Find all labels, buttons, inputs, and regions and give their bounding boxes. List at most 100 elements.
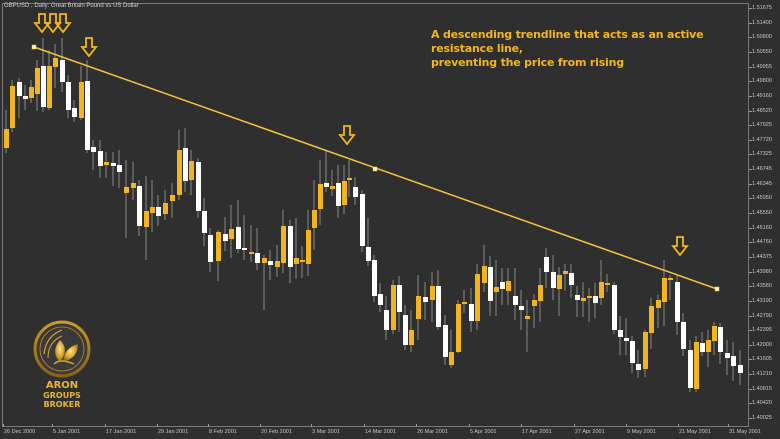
price-tick [749, 22, 752, 24]
price-label: 1.49160 [752, 92, 772, 99]
price-label: 1.46745 [752, 166, 772, 173]
date-tick [728, 424, 729, 427]
candle [72, 100, 77, 122]
candle [268, 250, 273, 280]
candle [397, 276, 402, 332]
candle [403, 305, 408, 350]
candle [482, 245, 487, 292]
candle [569, 264, 574, 298]
price-label: 1.42000 [752, 341, 772, 348]
candle [636, 350, 641, 378]
candle [336, 165, 341, 218]
candle [249, 225, 254, 262]
candle [17, 78, 22, 118]
price-tick [749, 374, 752, 376]
candle [312, 180, 317, 250]
candle [712, 322, 717, 355]
price-tick [749, 110, 752, 112]
candle [53, 44, 58, 88]
date-label: 14 Mar 2001 [365, 429, 396, 435]
candle [236, 200, 241, 253]
trendline-anchor-handle[interactable] [372, 166, 378, 172]
date-label: 26 Dec 2000 [4, 429, 36, 435]
candle [593, 283, 598, 318]
date-label: 9 May 2001 [627, 429, 656, 435]
candle [124, 160, 129, 238]
price-label: 1.49800 [752, 78, 772, 85]
candle [183, 128, 188, 192]
price-label: 1.43580 [752, 283, 772, 290]
candle [449, 330, 454, 368]
price-label: 1.43980 [752, 268, 772, 275]
candle [281, 210, 286, 273]
candle [202, 198, 207, 246]
candle [624, 318, 629, 355]
price-label: 1.47720 [752, 136, 772, 143]
candle [681, 313, 686, 356]
candle [378, 283, 383, 312]
annotation-line-1: A descending trendline that acts as an a… [431, 28, 704, 55]
price-label: 1.44760 [752, 239, 772, 246]
date-tick [574, 424, 575, 427]
candle [656, 295, 661, 328]
candle [223, 217, 228, 251]
candle [208, 228, 213, 272]
date-label: 20 Feb 2001 [261, 429, 292, 435]
date-tick [311, 424, 312, 427]
date-tick [157, 424, 158, 427]
candle [98, 140, 103, 178]
candle [525, 300, 530, 352]
candle [216, 230, 221, 281]
date-label: 17 Jan 2001 [106, 429, 137, 435]
down-arrow-icon [44, 13, 62, 34]
price-label: 1.46345 [752, 180, 772, 187]
candle [144, 176, 149, 260]
date-label: 21 May 2001 [679, 429, 711, 435]
price-label: 1.41210 [752, 371, 772, 378]
price-label: 1.47325 [752, 151, 772, 158]
candle [738, 350, 743, 385]
annotation-line-2: preventing the price from rising [431, 56, 624, 69]
date-tick [3, 424, 4, 427]
date-label: 29 Jan 2001 [158, 429, 189, 435]
candle [372, 255, 377, 302]
candle [462, 290, 467, 313]
candle [85, 60, 90, 153]
candle [581, 282, 586, 317]
candle [288, 220, 293, 283]
candle [630, 336, 635, 373]
trendline-anchor-handle[interactable] [714, 286, 720, 292]
price-tick [749, 330, 752, 332]
candle [384, 296, 389, 340]
date-label: 5 Apr 2001 [470, 429, 497, 435]
date-tick [364, 424, 365, 427]
candle [150, 180, 155, 232]
candle [60, 38, 65, 92]
candle [229, 205, 234, 258]
candle [436, 270, 441, 330]
down-arrow-icon [33, 13, 51, 34]
candle [262, 255, 267, 310]
candle [668, 275, 673, 300]
candle [360, 190, 365, 252]
chart-title: GBPUSD , Daily: Great Britain Pound vs U… [4, 3, 139, 9]
candle [330, 170, 335, 196]
candle [718, 323, 723, 364]
date-tick [521, 424, 522, 427]
candle [494, 260, 499, 316]
candle [23, 85, 28, 110]
candle [443, 315, 448, 365]
plot-area[interactable] [2, 3, 749, 427]
candle [111, 152, 116, 186]
trendline-anchor-handle[interactable] [31, 44, 37, 50]
date-tick [469, 424, 470, 427]
candle [587, 288, 592, 322]
date-tick [105, 424, 106, 427]
price-label: 1.50800 [752, 34, 772, 41]
candle [342, 165, 347, 214]
price-tick [749, 81, 752, 83]
price-tick [749, 286, 752, 288]
candle [29, 80, 34, 103]
candle [430, 272, 435, 322]
price-tick [749, 125, 752, 127]
